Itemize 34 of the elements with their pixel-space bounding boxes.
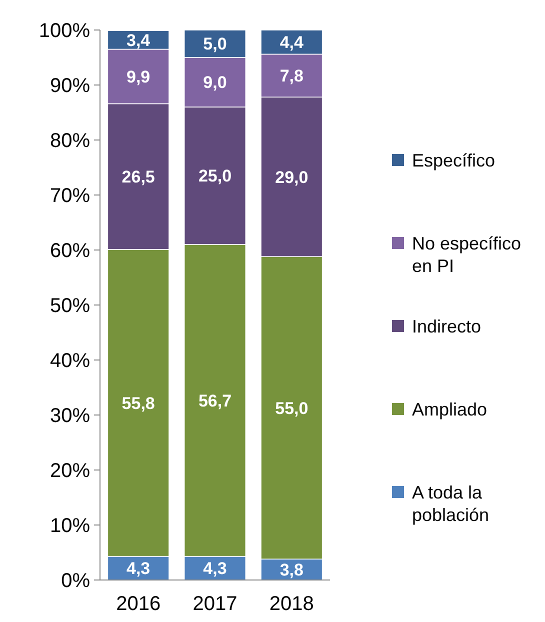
data-label: 5,0 bbox=[203, 34, 227, 54]
data-label: 7,8 bbox=[280, 66, 304, 86]
data-label: 55,0 bbox=[275, 398, 308, 418]
y-tick-label: 70% bbox=[50, 185, 90, 207]
data-label: 55,8 bbox=[122, 394, 155, 413]
legend-label: No específico en PI bbox=[412, 233, 522, 276]
y-tick-label: 100% bbox=[38, 20, 90, 42]
data-label: 9,9 bbox=[126, 67, 150, 86]
x-tick-label: 2016 bbox=[116, 593, 161, 615]
data-label: 4,3 bbox=[203, 559, 227, 578]
data-label: 9,0 bbox=[203, 73, 227, 92]
y-tick-label: 30% bbox=[50, 405, 90, 427]
data-label: 25,0 bbox=[198, 166, 232, 186]
data-label: 3,8 bbox=[280, 560, 304, 580]
x-tick-label: 2017 bbox=[192, 593, 238, 615]
y-tick-label: 40% bbox=[50, 350, 90, 372]
data-label: 56,7 bbox=[198, 391, 232, 410]
x-tick-label: 2018 bbox=[269, 593, 314, 615]
data-label: 26,5 bbox=[122, 168, 155, 187]
data-label: 29,0 bbox=[275, 168, 308, 187]
y-tick-label: 80% bbox=[50, 130, 90, 152]
data-label: 4,4 bbox=[280, 33, 304, 52]
text: Ampliado bbox=[412, 399, 488, 420]
legend-label: Indirecto bbox=[412, 316, 482, 336]
y-tick-label: 10% bbox=[50, 515, 90, 537]
y-tick-label: 50% bbox=[50, 295, 90, 317]
y-tick-label: 20% bbox=[50, 460, 90, 482]
y-tick-label: 60% bbox=[50, 240, 90, 262]
legend-label: A toda la población bbox=[412, 482, 490, 525]
y-tick-label: 0% bbox=[61, 570, 90, 592]
legend-label: Específico bbox=[412, 150, 496, 170]
data-label: 4,3 bbox=[126, 559, 150, 578]
data-label: 3,4 bbox=[126, 30, 151, 50]
y-tick-label: 90% bbox=[50, 75, 90, 97]
